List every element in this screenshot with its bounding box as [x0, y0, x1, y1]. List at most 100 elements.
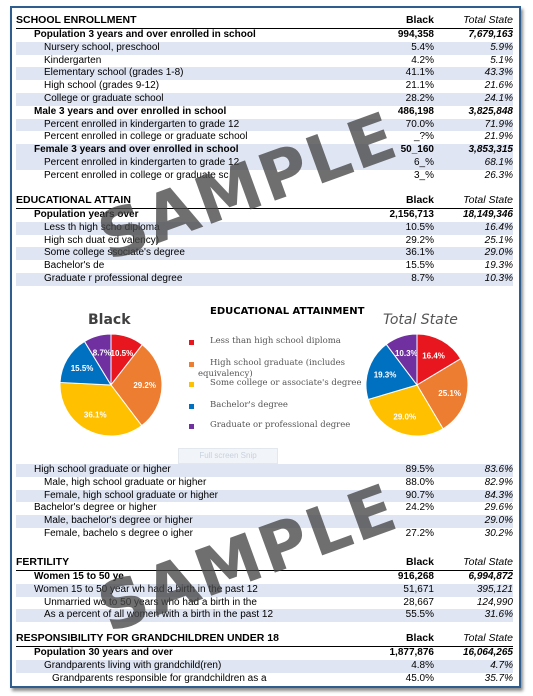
black-value: 28,667 [403, 596, 434, 608]
table-row: Female, bachelo s degree o igher 27.2% 30.… [16, 528, 513, 541]
black-value: 36.1% [405, 247, 434, 259]
full-screen-snip-button[interactable]: Full screen Snip [178, 448, 278, 464]
black-chart-title: Black [88, 312, 131, 328]
row-label: Female, high school graduate or higher [44, 489, 218, 501]
row-label: High sch duat ed valency) [44, 234, 160, 246]
column-black: Black [405, 194, 434, 206]
legend-swatch [189, 424, 194, 429]
pie-data-label: 10.5% [111, 349, 134, 358]
black-value: 5.4% [411, 41, 434, 53]
state-value: 35.7% [484, 672, 513, 684]
table-row: Male, high school graduate or higher 88.0… [16, 477, 513, 490]
pie-data-label: 29.2% [133, 381, 156, 390]
black-value: 89.5% [405, 464, 434, 475]
row-label: Percent enrolled in kindergarten to grad… [44, 118, 240, 130]
state-value: 3,825,848 [468, 105, 514, 117]
state-value: 18,149,346 [462, 209, 513, 220]
row-label: Percent enrolled in college or graduate … [44, 169, 229, 181]
black-value: 10.5% [405, 221, 434, 233]
black-value: 21.1% [405, 80, 434, 92]
row-label: Kindergarten [44, 54, 102, 66]
state-value: 83.6% [484, 464, 513, 475]
pie-data-label: 8.7% [93, 349, 111, 358]
state-value: 30.2% [484, 527, 513, 539]
table-row: Male, bachelor's degree or higher 29.0% [16, 515, 513, 528]
row-label: Bachelor's de [44, 260, 105, 272]
state-value: 21.6% [484, 80, 513, 92]
legend-label: High school graduate (includes [210, 358, 345, 368]
table-row: Population years over 2,156,713 18,149,346 [16, 209, 513, 222]
table-row: Bachelor's de 15.5% 19.3% [16, 260, 513, 273]
black-value: 51,671 [403, 583, 434, 595]
state-value: 25.1% [484, 234, 513, 246]
table-row: Population 30 years and over 1,877,876 16,… [16, 647, 513, 660]
fertility-section: FERTILITY Black Total State Women 15 to … [16, 556, 513, 623]
row-label: Percent enrolled in kindergarten to grad… [44, 156, 240, 168]
table-row: Women 15 to 50 ye 916,268 6,994,872 [16, 571, 513, 584]
state-value: 6,994,872 [468, 571, 514, 582]
state-value: 24.1% [484, 92, 513, 104]
legend-swatch [189, 340, 194, 345]
row-label: Less th high scho diploma [44, 221, 160, 233]
section-title: SCHOOL ENROLLMENT [16, 14, 137, 26]
pie-data-label: 15.5% [71, 364, 94, 373]
pie-data-label: 19.3% [374, 370, 397, 379]
charts-title: EDUCATIONAL ATTAINMENT [210, 306, 365, 317]
state-value: 82.9% [484, 476, 513, 488]
row-label: Population years over [34, 209, 139, 220]
section-header: RESPONSIBILITY FOR GRANDCHILDREN UNDER 1… [16, 632, 513, 647]
pie-slice [59, 381, 143, 437]
row-label: Male, bachelor's degree or higher [44, 515, 193, 527]
black-pie-chart: 10.5% 29.2% 36.1% 15.5% 8.7% [59, 333, 163, 437]
black-value: 27.2% [405, 527, 434, 539]
pie-slice [365, 343, 418, 401]
pie-data-label: 36.1% [84, 411, 107, 420]
column-black: Black [405, 632, 434, 644]
pie-slice [59, 340, 112, 386]
table-row: College or graduate school 28.2% 24.1% [16, 92, 513, 106]
table-row: Percent enrolled in college or graduate … [16, 131, 513, 144]
black-value: 1,877,876 [389, 647, 435, 658]
pie-slice [367, 384, 444, 437]
row-label: Elementary school (grades 1-8) [44, 67, 184, 79]
table-row: Female, high school graduate or higher 90… [16, 489, 513, 503]
table-row: Percent enrolled in kindergarten to grad… [16, 118, 513, 132]
state-value: 7,679,163 [468, 29, 514, 40]
state-value: 43.3% [484, 67, 513, 79]
table-row: Graduate r professional degree 8.7% 10.3% [16, 272, 513, 286]
educational-attainment-section: EDUCATIONAL ATTAIN Black Total State Pop… [16, 194, 513, 286]
state-value: 16,064,265 [462, 647, 513, 658]
table-row: Some college ssociate's degree 36.1% 29.0% [16, 247, 513, 261]
row-label: College or graduate school [44, 92, 164, 104]
state-value: 84.3% [484, 489, 513, 501]
row-label: High school graduate or higher [34, 464, 171, 475]
black-value: 4.2% [411, 54, 434, 66]
table-row: Unmarried wo to 50 years who had a birth… [16, 597, 513, 610]
black-value: _?% [413, 131, 434, 143]
section-header: SCHOOL ENROLLMENT Black Total State [16, 14, 513, 29]
section-title: EDUCATIONAL ATTAIN [16, 194, 131, 206]
state-value: 71.9% [484, 118, 513, 130]
table-row: Percent enrolled in kindergarten to grad… [16, 156, 513, 170]
state-pie-chart: 16.4% 25.1% 29.0% 19.3% 10.3% [365, 333, 469, 437]
state-value: 10.3% [484, 272, 513, 284]
row-label: Women 15 to 50 year wh had a birth in th… [34, 583, 258, 595]
black-value: 45.0% [405, 672, 434, 684]
row-label: Nursery school, preschool [44, 41, 160, 53]
pie-slice [83, 333, 112, 387]
state-value: 31.6% [484, 609, 513, 621]
row-label: Women 15 to 50 ye [34, 571, 124, 582]
table-row: Nursery school, preschool 5.4% 5.9% [16, 41, 513, 55]
row-label: Grandparents responsible for grandchildr… [52, 672, 267, 684]
legend-swatch [189, 382, 194, 387]
black-value: 28.2% [405, 92, 434, 104]
row-label: Unmarried wo to 50 years who had a birth… [44, 596, 257, 608]
black-value: 90.7% [405, 489, 434, 501]
table-row: Population 3 years and over enrolled in … [16, 29, 513, 42]
row-label: Male 3 years and over enrolled in school [34, 105, 227, 117]
table-row: Less th high scho diploma 10.5% 16.4% [16, 221, 513, 235]
black-value: 15.5% [405, 260, 434, 272]
state-value: 26.3% [484, 169, 513, 181]
state-value: 5.1% [490, 54, 513, 66]
pie-data-label: 25.1% [438, 389, 461, 398]
